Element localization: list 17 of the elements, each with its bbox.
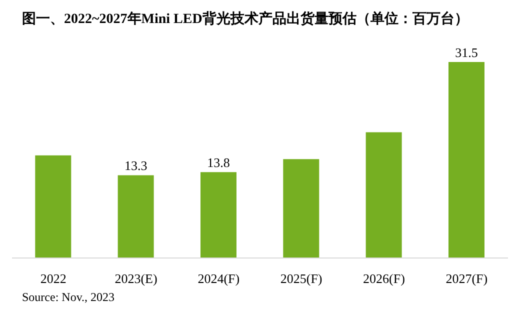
x-tick-label: 2027(F)	[446, 271, 488, 286]
x-tick-label: 2024(F)	[198, 271, 240, 286]
bar	[448, 62, 484, 258]
bar	[283, 159, 320, 258]
source-note: Source: Nov., 2023	[21, 290, 116, 305]
x-tick-label: 2025(F)	[280, 271, 322, 286]
data-label: 31.5	[455, 45, 478, 60]
bar	[366, 132, 402, 258]
x-tick-label: 2022	[40, 271, 66, 286]
x-tick-label: 2026(F)	[363, 271, 405, 286]
bar	[35, 155, 72, 258]
bar	[118, 175, 154, 258]
x-tick-label: 2023(E)	[114, 271, 158, 286]
chart-title: 图一、2022~2027年Mini LED背光技术产品出货量预估（单位：百万台）	[21, 10, 470, 29]
bar	[200, 172, 236, 258]
data-label: 13.3	[124, 158, 148, 174]
data-label: 13.8	[207, 155, 230, 170]
